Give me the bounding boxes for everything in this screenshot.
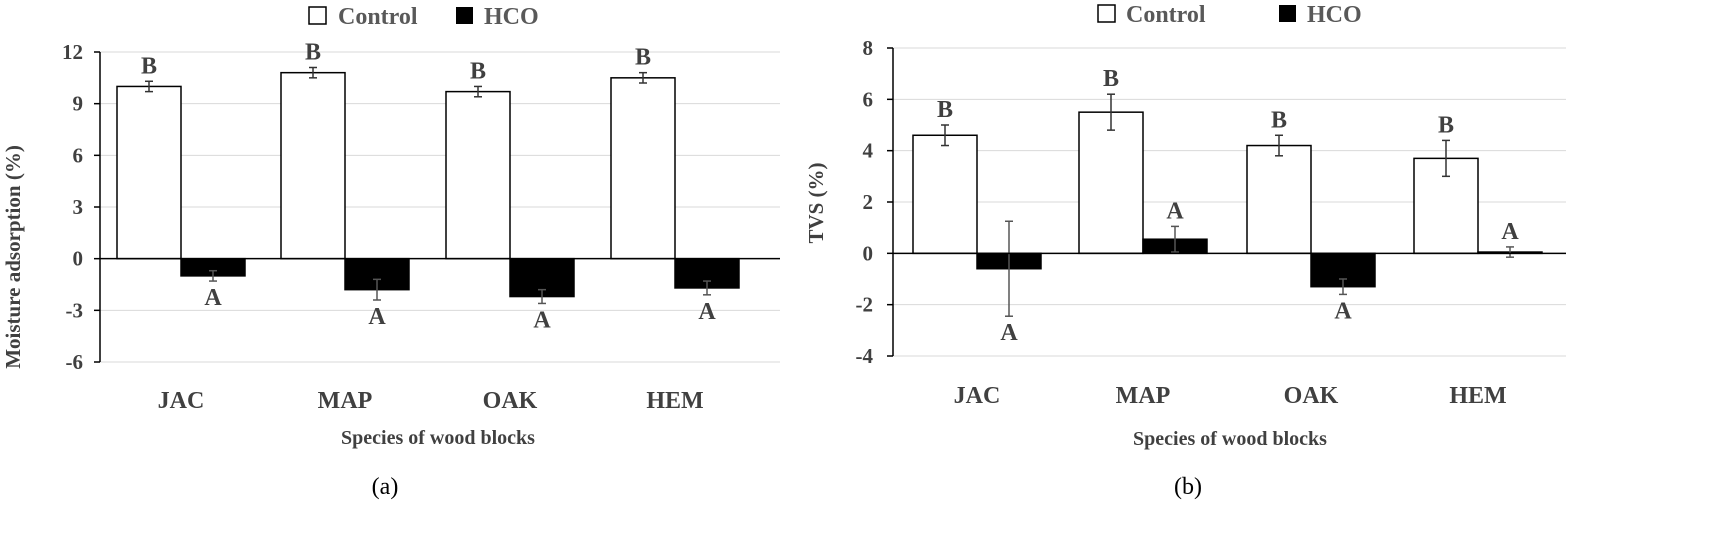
significance-letter: B (141, 53, 157, 79)
significance-letter: A (698, 299, 716, 325)
y-tick-label: 2 (863, 190, 874, 214)
x-category-label: HEM (646, 388, 703, 414)
legend-label-hco: HCO (484, 4, 539, 30)
significance-letter: B (1271, 107, 1287, 133)
y-axis-label: TVS (%) (804, 162, 828, 243)
y-tick-label: 6 (863, 87, 874, 111)
y-tick-labels: -4 -2 0 2 4 6 8 (856, 36, 874, 368)
grid-lines (100, 51, 780, 363)
axes (887, 47, 1566, 357)
legend-label-hco: HCO (1307, 2, 1362, 28)
chart-panel-a: B B B B A A A A -6 -3 0 3 6 9 12 JAC MAP OAK HEM Moistur… (1, 4, 780, 500)
legend-swatch-hco (1279, 5, 1296, 22)
bar-control (1246, 144, 1312, 255)
significance-letter: B (937, 97, 953, 123)
y-tick-label: -4 (856, 344, 874, 368)
significance-letter: A (204, 285, 222, 311)
error-bars (145, 66, 711, 305)
legend-swatch-control (308, 6, 327, 25)
x-category-label: HEM (1449, 383, 1506, 409)
bars (116, 71, 740, 298)
x-category-label: JAC (954, 383, 1001, 409)
bar-control (912, 134, 978, 255)
y-tick-label: 9 (73, 92, 84, 116)
y-tick-label: 4 (863, 139, 874, 163)
significance-letter: A (533, 307, 551, 333)
significance-letters: B B B B A A A A (141, 40, 716, 334)
x-axis-label: Species of wood blocks (341, 427, 535, 449)
significance-letter: A (1501, 219, 1519, 245)
bar-control (610, 77, 676, 260)
y-tick-label: 3 (73, 195, 84, 219)
legend: Control HCO (308, 4, 539, 30)
x-category-labels: JAC MAP OAK HEM (158, 388, 704, 414)
y-tick-label: 0 (73, 247, 84, 271)
x-category-label: OAK (1284, 383, 1339, 409)
significance-letter: A (368, 304, 386, 330)
y-tick-label: 12 (62, 40, 83, 64)
y-tick-label: 0 (863, 241, 874, 265)
x-axis-label: Species of wood blocks (1133, 428, 1327, 450)
bar-control (1078, 111, 1144, 255)
legend-swatch-control (1097, 4, 1116, 23)
legend-label-control: Control (338, 4, 418, 30)
significance-letters: B B B B A A A A (937, 66, 1519, 346)
panel-label-a: (a) (372, 474, 399, 500)
axes (94, 51, 780, 363)
x-category-label: OAK (483, 388, 538, 414)
significance-letter: B (305, 40, 321, 66)
legend-swatch-hco (456, 7, 473, 24)
y-tick-label: -6 (66, 350, 84, 374)
legend: Control HCO (1097, 2, 1362, 28)
x-category-label: JAC (158, 388, 205, 414)
y-tick-label: 8 (863, 36, 874, 60)
x-category-label: MAP (1116, 383, 1171, 409)
bar-control (116, 85, 182, 260)
bar-control (280, 71, 346, 260)
x-category-label: MAP (318, 388, 373, 414)
y-axis-label: Moisture adsorption (%) (1, 145, 25, 369)
y-tick-labels: -6 -3 0 3 6 9 12 (62, 40, 83, 374)
y-tick-label: -3 (66, 298, 84, 322)
y-tick-label: -2 (856, 293, 874, 317)
significance-letter: B (470, 58, 486, 84)
panel-label-b: (b) (1174, 474, 1202, 500)
significance-letter: B (635, 45, 651, 71)
legend-label-control: Control (1126, 2, 1206, 28)
y-tick-label: 6 (73, 143, 84, 167)
bar-control (445, 90, 511, 260)
significance-letter: A (1166, 198, 1184, 224)
significance-letter: B (1438, 112, 1454, 138)
significance-letter: B (1103, 66, 1119, 92)
x-category-labels: JAC MAP OAK HEM (954, 383, 1507, 409)
significance-letter: A (1334, 298, 1352, 324)
significance-letter: A (1000, 320, 1018, 346)
error-bars (941, 93, 1514, 317)
